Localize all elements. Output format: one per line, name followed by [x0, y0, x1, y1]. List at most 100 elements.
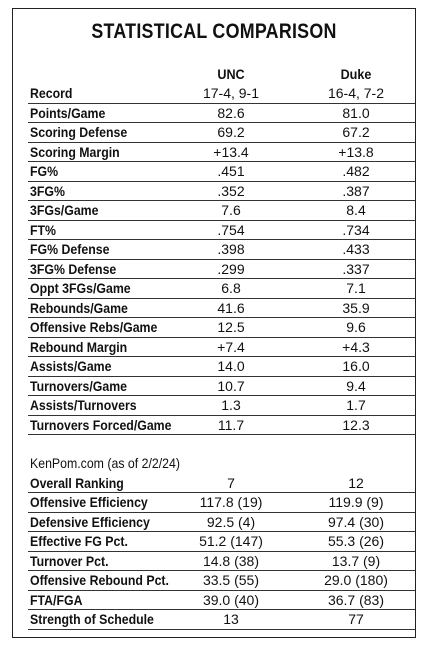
table-row: Offensive Rebs/Game 12.5 9.6: [28, 318, 415, 338]
duke-value: +4.3: [342, 338, 370, 355]
table-row: Rebounds/Game 41.6 35.9: [28, 299, 415, 318]
row-label: Offensive Rebs/Game: [30, 319, 158, 335]
table-row: Record 17-4, 9-1 16-4, 7-2: [28, 84, 415, 104]
unc-value: 92.5 (4): [206, 513, 256, 530]
table-row: Offensive Efficiency 117.8 (19) 119.9 (9): [28, 493, 415, 513]
duke-value: .433: [342, 241, 370, 257]
row-label: Assists/Turnovers: [30, 397, 137, 413]
table-row: Defensive Efficiency 92.5 (4) 97.4 (30): [28, 513, 415, 532]
row-label: Effective FG Pct.: [30, 533, 128, 549]
duke-value: .734: [342, 221, 370, 238]
frame: [12, 8, 416, 638]
row-label: Strength of Schedule: [30, 611, 154, 627]
row-label: Assists/Game: [30, 358, 112, 374]
table-row: Strength of Schedule 13 77: [28, 610, 415, 630]
row-label: FG%: [30, 163, 59, 179]
row-label: Rebound Margin: [30, 338, 128, 355]
row-label: Points/Game: [30, 104, 106, 121]
duke-value: 67.2: [342, 124, 370, 140]
unc-value: 13: [223, 611, 239, 627]
column-header: UNC: [217, 66, 245, 82]
duke-value: 36.7 (83): [327, 591, 385, 608]
title: STATISTICAL COMPARISON: [91, 20, 337, 43]
unc-value: 117.8 (19): [199, 494, 263, 510]
duke-value: +13.8: [338, 143, 374, 160]
duke-value: 29.0 (180): [324, 572, 388, 588]
unc-value: 1.3: [221, 397, 241, 413]
table-row: Offensive Rebound Pct. 33.5 (55) 29.0 (180…: [28, 571, 415, 591]
duke-value: 77: [348, 611, 364, 627]
table-row: 3FG% Defense .299 .337: [28, 260, 415, 279]
unc-value: 14.0: [217, 358, 245, 374]
duke-value: 9.6: [346, 319, 366, 335]
duke-value: 119.9 (9): [328, 494, 384, 510]
column-header: Duke: [340, 66, 372, 82]
row-label: Record: [30, 85, 73, 101]
unc-value: 51.2 (147): [199, 533, 263, 549]
duke-value: 9.4: [346, 377, 366, 394]
row-label: Defensive Efficiency: [30, 513, 150, 530]
unc-value: 10.7: [217, 377, 245, 394]
unc-value: 7: [227, 474, 235, 491]
header-row: UNC Duke: [28, 65, 415, 85]
row-label: Scoring Margin: [30, 143, 120, 160]
row-label: 3FG% Defense: [30, 260, 117, 277]
table-row: Turnovers/Game 10.7 9.4: [28, 377, 415, 396]
unc-value: .451: [217, 163, 245, 179]
table-row: Overall Ranking 7 12: [28, 474, 415, 493]
duke-value: 12.3: [342, 416, 370, 433]
row-label: Turnover Pct.: [30, 552, 109, 569]
table-row: FT% .754 .734: [28, 221, 415, 240]
row-label: 3FGs/Game: [30, 202, 99, 218]
section-heading: KenPom.com (as of 2/2/24): [30, 455, 180, 471]
unc-value: 12.5: [217, 319, 245, 335]
table-row: FG% Defense .398 .433: [28, 240, 415, 260]
table-row: Effective FG Pct. 51.2 (147) 55.3 (26): [28, 532, 415, 552]
unc-value: +7.4: [217, 338, 245, 355]
table-row: Oppt 3FGs/Game 6.8 7.1: [28, 279, 415, 299]
unc-value: 14.8 (38): [202, 552, 260, 569]
section-heading-row: KenPom.com (as of 2/2/24): [28, 454, 415, 474]
unc-value: 69.2: [217, 124, 245, 140]
unc-value: .754: [217, 221, 245, 238]
table-row: Turnover Pct. 14.8 (38) 13.7 (9): [28, 552, 415, 571]
unc-value: .352: [217, 182, 245, 199]
table-row: Rebound Margin +7.4 +4.3: [28, 338, 415, 357]
row-label: Overall Ranking: [30, 474, 124, 491]
table-row: Points/Game 82.6 81.0: [28, 104, 415, 123]
duke-value: .337: [342, 260, 370, 277]
row-label: FTA/FGA: [30, 591, 83, 608]
row-label: FG% Defense: [30, 241, 110, 257]
unc-value: 7.6: [221, 202, 241, 218]
duke-value: .387: [342, 182, 370, 199]
row-label: Oppt 3FGs/Game: [30, 280, 131, 296]
unc-value: 39.0 (40): [202, 591, 260, 608]
unc-value: 41.6: [217, 299, 245, 316]
row-label: Rebounds/Game: [30, 299, 128, 316]
duke-value: 13.7 (9): [331, 552, 381, 569]
duke-value: .482: [342, 163, 370, 179]
duke-value: 1.7: [346, 397, 366, 413]
unc-value: 6.8: [221, 280, 241, 296]
duke-value: 16-4, 7-2: [327, 85, 385, 101]
row-label: Turnovers/Game: [30, 377, 128, 394]
table-row: Scoring Defense 69.2 67.2: [28, 123, 415, 143]
row-label: Scoring Defense: [30, 124, 128, 140]
table-row: Assists/Game 14.0 16.0: [28, 357, 415, 377]
unc-value: 82.6: [217, 104, 245, 121]
row-label: 3FG%: [30, 182, 65, 199]
table-row: 3FG% .352 .387: [28, 182, 415, 201]
duke-value: 81.0: [342, 104, 370, 121]
row-label: Offensive Rebound Pct.: [30, 572, 169, 588]
unc-value: 33.5 (55): [202, 572, 260, 588]
duke-value: 8.4: [346, 202, 366, 218]
table-row: FG% .451 .482: [28, 162, 415, 182]
table-row: Assists/Turnovers 1.3 1.7: [28, 396, 415, 416]
unc-value: 11.7: [217, 416, 245, 433]
duke-value: 12: [348, 474, 364, 491]
duke-value: 35.9: [342, 299, 370, 316]
unc-value: +13.4: [213, 143, 249, 160]
duke-value: 7.1: [346, 280, 366, 296]
duke-value: 97.4 (30): [327, 513, 385, 530]
